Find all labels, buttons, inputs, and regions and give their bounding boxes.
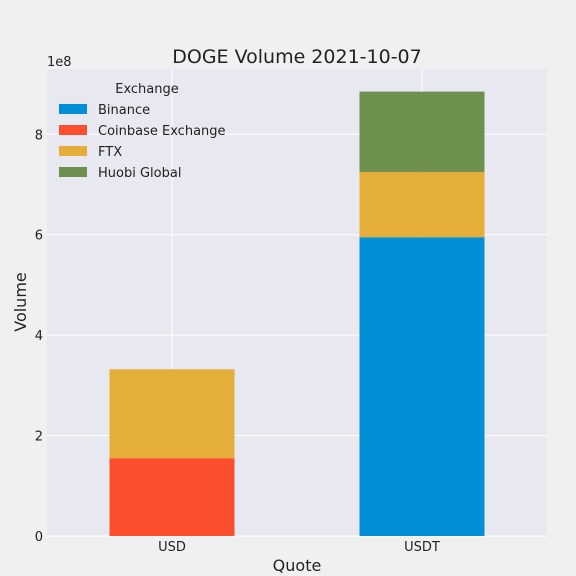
axes: 0 2 4 6 8 USD USDT (35, 128, 440, 555)
bars (109, 91, 485, 536)
y-tick-label: 6 (35, 229, 43, 244)
bar-ftx-usdt (359, 171, 485, 238)
legend-label: Binance (98, 103, 150, 118)
y-tick-label: 8 (35, 128, 43, 143)
y-tick-label: 4 (35, 329, 43, 344)
legend-label: Huobi Global (98, 166, 181, 181)
x-tick-label: USDT (404, 540, 440, 555)
y-axis-label: Volume (11, 272, 30, 332)
legend-title: Exchange (115, 82, 179, 97)
bar-binance-usdt (359, 237, 485, 536)
x-tick-label: USD (158, 540, 186, 555)
legend-swatch (59, 167, 87, 177)
legend: Exchange Binance Coinbase Exchange FTX Huob… (59, 82, 226, 181)
legend-swatch (59, 104, 87, 114)
chart-title: DOGE Volume 2021-10-07 (172, 46, 421, 68)
legend-label: FTX (98, 145, 122, 160)
y-tick-label: 0 (35, 530, 43, 545)
y-tick-label: 2 (35, 430, 43, 445)
y-offset-label: 1e8 (47, 55, 72, 70)
x-axis-label: Quote (273, 556, 322, 575)
legend-swatch (59, 125, 87, 135)
bar-ftx-usd (109, 369, 235, 459)
bar-coinbase-exchange-usd (109, 458, 235, 536)
legend-label: Coinbase Exchange (98, 124, 226, 139)
legend-swatch (59, 146, 87, 156)
bar-huobi-global-usdt (359, 91, 485, 172)
